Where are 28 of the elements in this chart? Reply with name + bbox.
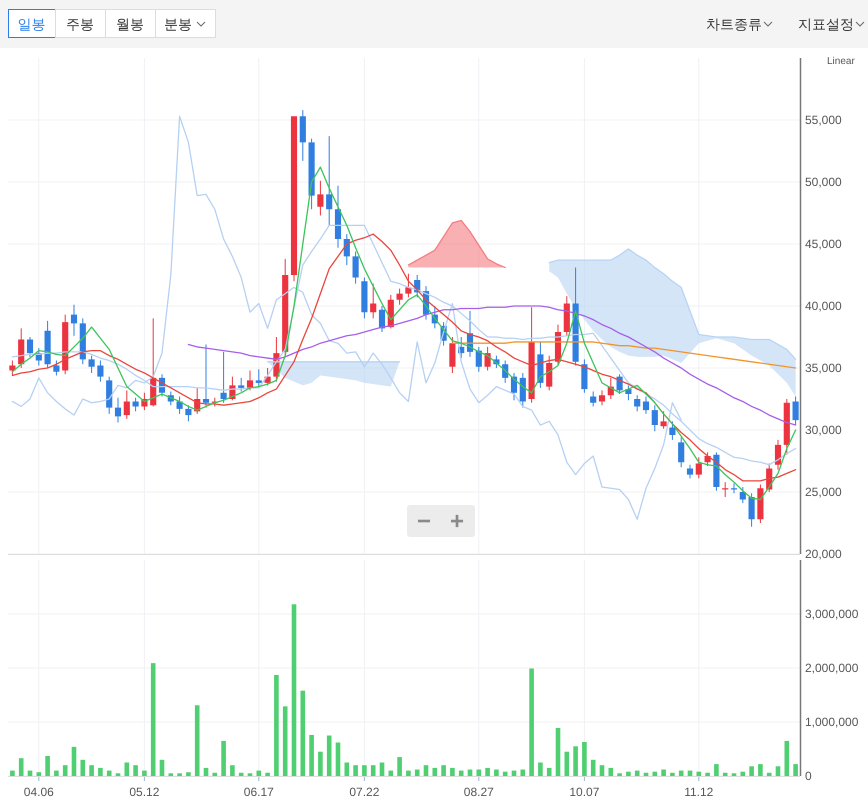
x-tick-label: 10.07 — [569, 785, 600, 799]
annotation: + — [450, 508, 464, 535]
text: 지표설정 — [798, 16, 854, 32]
y-tick-label: 55,000 — [805, 113, 842, 127]
y-tick-label: 30,000 — [805, 423, 842, 437]
x-tick-label: 08.27 — [464, 785, 494, 799]
y-tick-label: 35,000 — [805, 361, 842, 375]
x-tick-label: 04.06 — [24, 785, 54, 799]
text: 차트종류 — [706, 16, 762, 32]
x-tick-label: 06.17 — [244, 785, 274, 799]
y-tick-label: 40,000 — [805, 299, 842, 313]
y-tick-label: 20,000 — [805, 547, 842, 561]
y-tick-label: 1,000,000 — [805, 715, 859, 729]
y-tick-label: 0 — [805, 769, 812, 783]
y-tick-label: 3,000,000 — [805, 607, 859, 621]
y-tick-label: 45,000 — [805, 237, 842, 251]
x-tick-label: 07.22 — [349, 785, 380, 799]
y-tick-label: 2,000,000 — [805, 661, 859, 675]
y-tick-label: 50,000 — [805, 175, 842, 189]
text: 분봉 — [164, 16, 192, 32]
text: 월봉 — [116, 16, 144, 32]
annotation: − — [416, 508, 432, 535]
y-tick-label: 25,000 — [805, 485, 842, 499]
text: Linear — [827, 56, 856, 67]
x-tick-label: 11.12 — [684, 785, 714, 799]
x-tick-label: 05.12 — [129, 785, 160, 799]
text: 일봉 — [18, 16, 46, 32]
text: 주봉 — [66, 16, 94, 32]
